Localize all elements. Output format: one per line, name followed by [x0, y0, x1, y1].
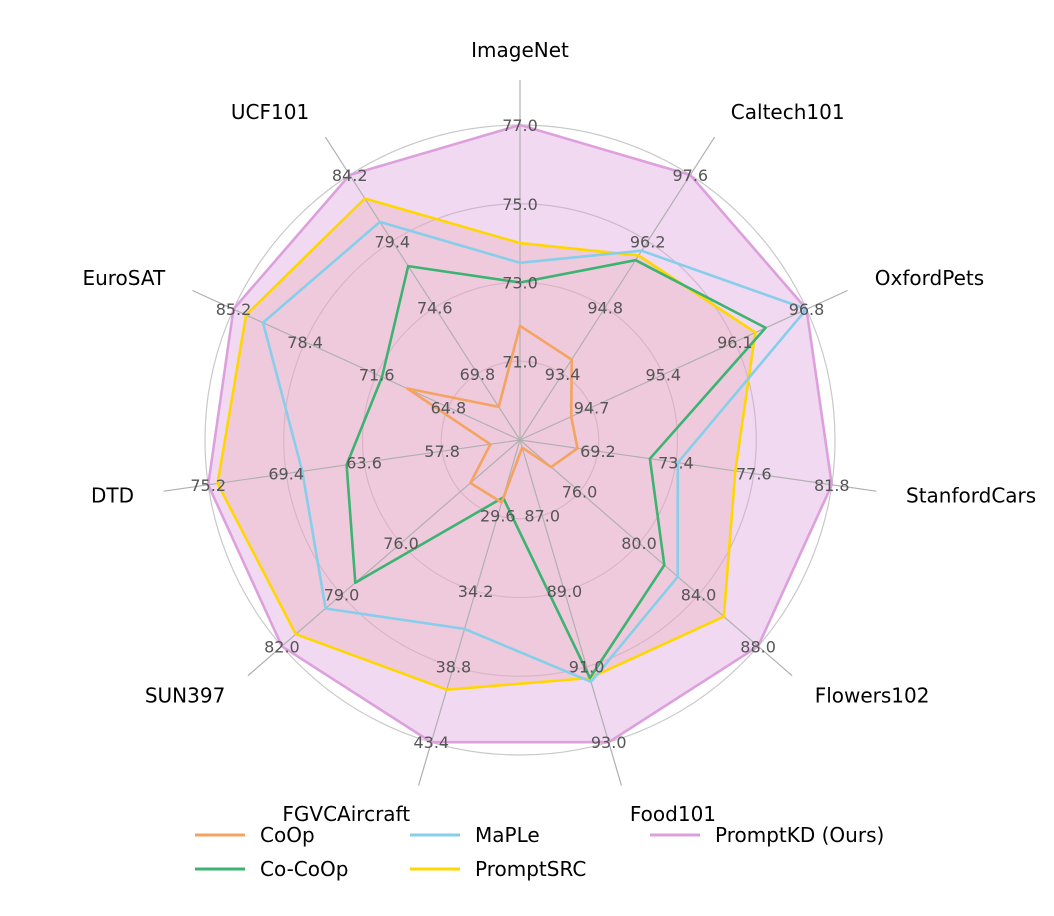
spoke-stanfordcars — [519, 439, 877, 492]
tick-label-sun397-3: 82.0 — [264, 637, 300, 656]
axis-label-sun397: SUN397 — [145, 683, 225, 707]
tick-label-imagenet-1: 71.0 — [502, 352, 538, 371]
tick-label-oxfordpets-3: 96.1 — [717, 333, 753, 352]
legend-item-coop: CoOp — [195, 823, 315, 847]
spoke-flowers102 — [519, 439, 793, 677]
tick-label-dtd-1: 57.8 — [424, 442, 460, 461]
tick-label-ucf101-4: 84.2 — [332, 166, 368, 185]
tick-label-fgvcaircraft-3: 38.8 — [436, 658, 472, 677]
legend: CoOp Co-CoOp MaPLe PromptSRC PromptKD (Ours) — [195, 823, 884, 881]
tick-label-ucf101-2: 74.6 — [417, 299, 453, 318]
tick-label-eurosat-1: 64.8 — [431, 398, 467, 417]
tick-label-flowers102-3: 84.0 — [681, 586, 717, 605]
axis-label-fgvcaircraft: FGVCAircraft — [282, 802, 410, 826]
tick-label-fgvcaircraft-1: 29.6 — [480, 507, 516, 526]
legend-label-coop: CoOp — [260, 823, 315, 847]
tick-label-sun397-1: 76.0 — [383, 534, 419, 553]
tick-label-caltech101-2: 94.8 — [587, 299, 623, 318]
spoke-oxfordpets — [519, 289, 848, 441]
tick-label-stanfordcars-1: 69.2 — [580, 442, 616, 461]
tick-label-sun397-2: 79.0 — [324, 586, 360, 605]
tick-label-caltech101-4: 97.6 — [672, 166, 708, 185]
tick-label-imagenet-2: 73.0 — [502, 274, 538, 293]
axis-label-dtd: DTD — [91, 484, 134, 508]
tick-label-stanfordcars-2: 73.4 — [658, 453, 694, 472]
tick-label-ucf101-1: 69.8 — [460, 365, 496, 384]
tick-label-imagenet-3: 75.0 — [502, 195, 538, 214]
legend-item-maple: MaPLe — [410, 823, 540, 847]
tick-label-eurosat-3: 78.4 — [287, 333, 323, 352]
axis-label-oxfordpets: OxfordPets — [875, 266, 984, 290]
axis-label-flowers102: Flowers102 — [815, 683, 930, 707]
series-line-maple — [261, 220, 808, 684]
axis-label-caltech101: Caltech101 — [731, 100, 845, 124]
series-line-co-coop — [345, 258, 767, 680]
axis-label-food101: Food101 — [630, 802, 716, 826]
series-line-layer — [206, 123, 834, 744]
tick-label-eurosat-4: 85.2 — [216, 300, 252, 319]
tick-label-fgvcaircraft-2: 34.2 — [458, 582, 494, 601]
tick-label-food101-4: 93.0 — [591, 733, 627, 752]
tick-label-imagenet-4: 77.0 — [502, 116, 538, 135]
legend-label-promptsrc: PromptSRC — [475, 857, 586, 881]
legend-item-promptkd-ours: PromptKD (Ours) — [650, 823, 884, 847]
series-line-promptsrc — [216, 197, 757, 692]
tick-label-food101-1: 87.0 — [524, 507, 560, 526]
series-fill-promptsrc — [217, 198, 756, 690]
tick-label-food101-2: 89.0 — [547, 582, 583, 601]
tick-label-ucf101-3: 79.4 — [374, 232, 410, 251]
legend-item-co-coop: Co-CoOp — [195, 857, 348, 881]
tick-label-caltech101-3: 96.2 — [630, 232, 666, 251]
tick-label-dtd-3: 69.4 — [268, 465, 304, 484]
spoke-caltech101 — [519, 136, 716, 441]
legend-item-promptsrc: PromptSRC — [410, 857, 586, 881]
legend-label-maple: MaPLe — [475, 823, 540, 847]
tick-label-stanfordcars-3: 77.6 — [736, 465, 772, 484]
tick-label-caltech101-1: 93.4 — [545, 365, 581, 384]
axis-label-layer: ImageNet Caltech101 OxfordPets StanfordCars… — [82, 38, 1036, 826]
series-line-promptkd-ours — [206, 123, 834, 744]
tick-label-flowers102-1: 76.0 — [562, 483, 598, 502]
tick-label-dtd-4: 75.2 — [190, 476, 226, 495]
tick-label-flowers102-2: 80.0 — [621, 534, 657, 553]
axis-label-imagenet: ImageNet — [471, 38, 569, 62]
tick-label-food101-3: 91.0 — [569, 658, 605, 677]
axis-label-eurosat: EuroSAT — [82, 266, 166, 290]
tick-label-stanfordcars-4: 81.8 — [814, 476, 850, 495]
spoke-ucf101 — [324, 136, 521, 441]
spoke-sun397 — [247, 439, 521, 677]
series-line-coop — [405, 324, 579, 504]
axis-label-stanfordcars: StanfordCars — [906, 484, 1036, 508]
tick-label-eurosat-2: 71.6 — [359, 366, 395, 385]
tick-label-layer: 71.0 73.0 75.0 77.0 93.4 94.8 96.2 97.6 94.7 95.4… — [190, 116, 849, 752]
legend-label-co-coop: Co-CoOp — [260, 857, 348, 881]
tick-label-oxfordpets-2: 95.4 — [645, 366, 681, 385]
tick-label-dtd-2: 63.6 — [346, 453, 382, 472]
spoke-food101 — [519, 439, 622, 786]
spoke-layer — [163, 80, 877, 786]
axis-label-ucf101: UCF101 — [231, 100, 309, 124]
legend-label-promptkd-ours: PromptKD (Ours) — [715, 823, 884, 847]
tick-label-oxfordpets-4: 96.8 — [789, 300, 825, 319]
spoke-dtd — [163, 439, 521, 492]
tick-label-oxfordpets-1: 94.7 — [574, 398, 610, 417]
tick-label-flowers102-4: 88.0 — [740, 637, 776, 656]
tick-label-fgvcaircraft-4: 43.4 — [413, 733, 449, 752]
